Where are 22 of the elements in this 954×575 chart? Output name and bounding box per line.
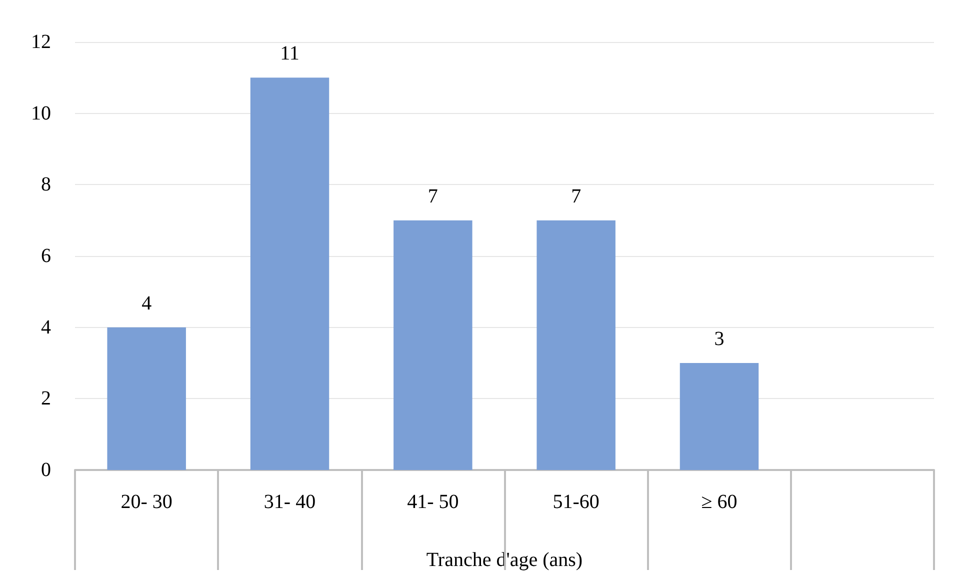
y-tick-label: 2: [41, 388, 51, 410]
y-tick-label: 0: [41, 459, 51, 481]
data-label: 3: [714, 328, 724, 350]
y-tick-label: 6: [41, 245, 51, 267]
bar: [107, 327, 186, 470]
x-tick-label: ≥ 60: [701, 491, 738, 513]
bar: [250, 78, 330, 470]
bar: [394, 220, 472, 470]
x-tick-label: 20- 30: [120, 491, 172, 513]
x-tick-label: 41- 50: [407, 491, 459, 513]
bar: [680, 363, 759, 470]
data-label: 4: [142, 292, 152, 314]
y-tick-label: 12: [31, 31, 51, 53]
x-tick-label: 31- 40: [264, 491, 316, 513]
y-tick-label: 8: [41, 174, 51, 196]
bar: [536, 220, 616, 470]
y-tick-label: 10: [31, 102, 51, 124]
data-label: 7: [571, 185, 582, 208]
data-label: 7: [428, 185, 438, 208]
data-label: 11: [280, 42, 300, 65]
x-tick-label: 51-60: [552, 491, 600, 513]
y-tick-label: 4: [41, 316, 51, 338]
